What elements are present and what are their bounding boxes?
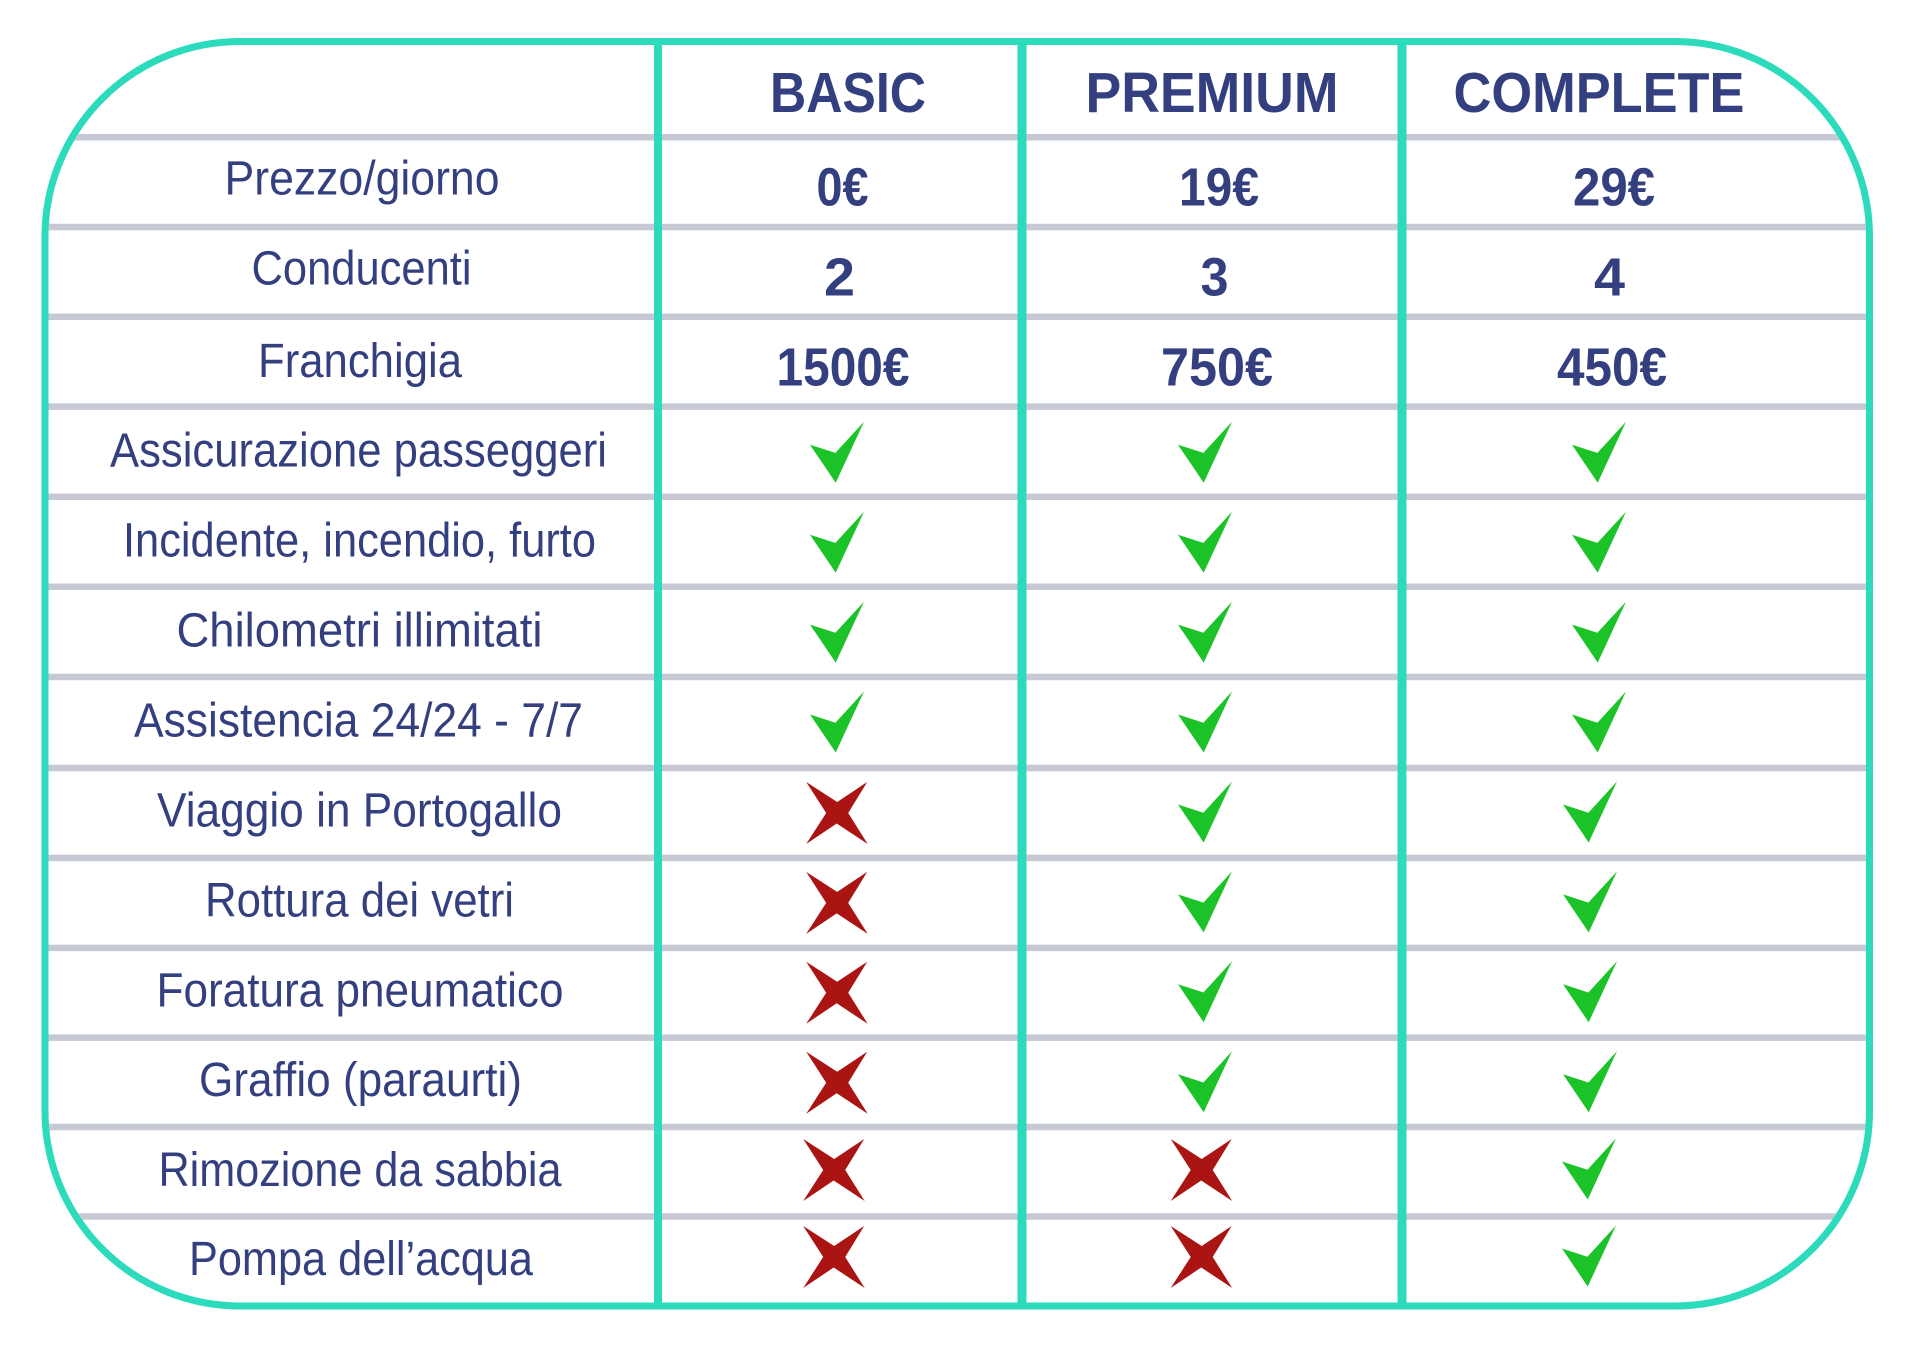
svg-text:29€: 29€ [1573, 158, 1655, 218]
svg-text:4: 4 [1594, 247, 1625, 307]
svg-text:Foratura pneumatico: Foratura pneumatico [157, 964, 564, 1017]
svg-text:750€: 750€ [1161, 337, 1273, 397]
svg-text:Franchigia: Franchigia [258, 335, 462, 388]
svg-text:1500€: 1500€ [777, 337, 910, 397]
svg-text:BASIC: BASIC [770, 61, 926, 125]
svg-text:3: 3 [1201, 247, 1229, 307]
svg-text:Conducenti: Conducenti [252, 242, 472, 295]
svg-text:Assicurazione passeggeri: Assicurazione passeggeri [110, 425, 607, 478]
svg-text:Prezzo/giorno: Prezzo/giorno [225, 152, 500, 205]
svg-text:0€: 0€ [817, 158, 869, 218]
svg-text:Graffio (paraurti): Graffio (paraurti) [199, 1054, 522, 1107]
svg-text:Assistencia 24/24 - 7/7: Assistencia 24/24 - 7/7 [134, 695, 583, 748]
svg-text:19€: 19€ [1179, 158, 1259, 218]
svg-text:450€: 450€ [1557, 337, 1667, 397]
svg-text:Rimozione da sabbia: Rimozione da sabbia [159, 1144, 562, 1197]
svg-text:Viaggio in Portogallo: Viaggio in Portogallo [157, 784, 562, 837]
svg-text:Chilometri illimitati: Chilometri illimitati [177, 605, 543, 658]
svg-text:Pompa dell’acqua: Pompa dell’acqua [189, 1233, 533, 1286]
svg-text:Rottura dei vetri: Rottura dei vetri [205, 874, 514, 927]
svg-text:2: 2 [824, 247, 855, 307]
svg-text:COMPLETE: COMPLETE [1454, 61, 1745, 125]
svg-text:Incidente, incendio, furto: Incidente, incendio, furto [123, 515, 596, 568]
svg-text:PREMIUM: PREMIUM [1086, 61, 1339, 125]
